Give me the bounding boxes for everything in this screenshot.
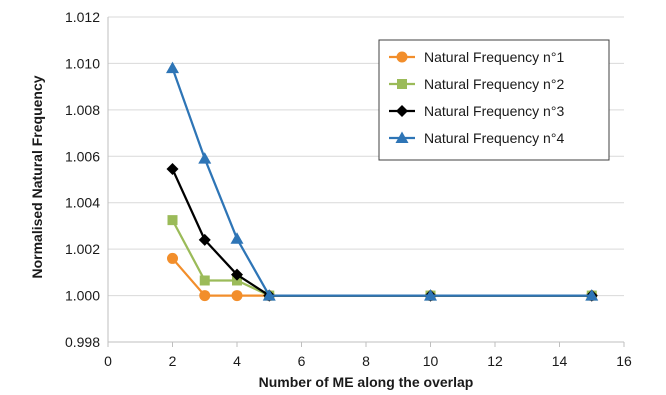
y-tick-label: 1.012 <box>65 9 100 25</box>
legend-marker-diamond <box>396 105 408 117</box>
legend-label: Natural Frequency n°2 <box>424 76 564 92</box>
x-tick-label: 10 <box>423 353 439 369</box>
y-tick-label: 1.004 <box>65 195 100 211</box>
y-tick-label: 1.006 <box>65 148 100 164</box>
legend-marker-square <box>397 79 407 89</box>
data-point-square <box>167 215 178 226</box>
x-tick-label: 6 <box>298 353 306 369</box>
legend-item: Natural Frequency n°1 <box>389 49 564 65</box>
series-4 <box>166 61 599 301</box>
legend-box <box>378 39 610 161</box>
legend-item: Natural Frequency n°2 <box>389 76 564 92</box>
data-point-triangle <box>585 289 599 301</box>
data-point-triangle <box>198 152 212 164</box>
legend-marker-circle <box>396 51 408 63</box>
legend-marker-triangle <box>395 131 409 143</box>
legend-label: Natural Frequency n°4 <box>424 130 564 146</box>
data-point-triangle <box>424 289 437 301</box>
legend-item: Natural Frequency n°3 <box>389 103 564 119</box>
grid-lines <box>108 16 624 343</box>
x-tick-label: 14 <box>552 353 568 369</box>
data-point-square <box>199 275 210 286</box>
data-point-diamond <box>231 268 243 281</box>
data-point-triangle <box>230 232 244 244</box>
x-tick-label: 2 <box>169 353 177 369</box>
x-tick-label: 8 <box>362 353 370 369</box>
data-point-circle <box>199 290 211 302</box>
legend-item: Natural Frequency n°4 <box>389 130 564 146</box>
x-tick-label: 4 <box>233 353 241 369</box>
y-tick-label: 1.010 <box>65 55 100 71</box>
x-axis-title: Number of ME along the overlap <box>259 374 474 390</box>
series-layer <box>166 61 599 302</box>
y-tick-label: 1.002 <box>65 241 100 257</box>
data-point-diamond <box>166 163 179 176</box>
y-axis-title: Normalised Natural Frequency <box>29 75 45 278</box>
legend: Natural Frequency n°1 Natural Frequency n… <box>378 39 610 161</box>
axes: 0.998 1.000 1.002 1.004 1.006 1.008 1.010 1.012… <box>65 9 632 369</box>
data-point-triangle <box>166 61 179 74</box>
x-tick-label: 12 <box>487 353 503 369</box>
series-1 <box>167 252 598 302</box>
y-tick-label: 1.008 <box>65 102 100 118</box>
y-tick-label: 0.998 <box>65 334 100 350</box>
legend-label: Natural Frequency n°3 <box>424 103 564 119</box>
data-point-triangle <box>262 289 276 301</box>
data-point-circle <box>167 252 178 264</box>
x-tick-label: 16 <box>616 353 632 369</box>
legend-label: Natural Frequency n°1 <box>424 49 564 65</box>
series-line <box>171 67 592 297</box>
x-tick-label: 0 <box>104 353 112 369</box>
y-tick-label: 1.000 <box>65 288 100 304</box>
data-point-circle <box>231 290 243 302</box>
data-point-diamond <box>198 233 211 246</box>
